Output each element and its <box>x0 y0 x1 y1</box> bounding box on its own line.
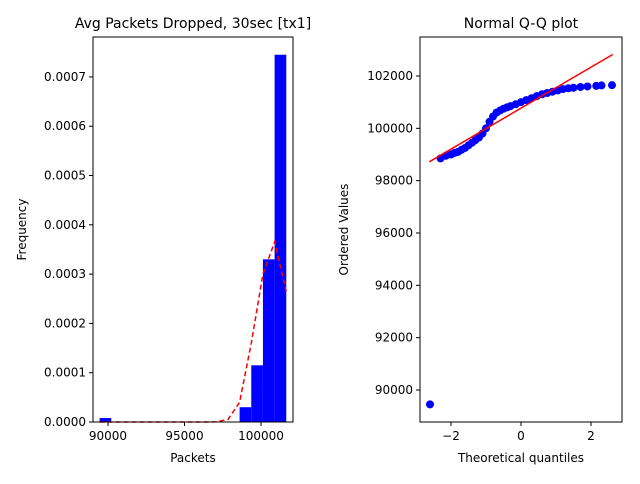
fit-line <box>428 53 614 163</box>
point <box>583 82 592 91</box>
y-tick-label: 0.0004 <box>44 218 86 232</box>
y-tick-label: 0.0003 <box>44 267 86 281</box>
x-tick-label: 95000 <box>165 429 203 443</box>
x-axis-label: Packets <box>170 451 216 465</box>
point <box>607 81 616 90</box>
y-tick-label: 90000 <box>375 383 413 397</box>
y-tick-label: 102000 <box>367 69 413 83</box>
point <box>569 83 578 92</box>
bar <box>251 365 263 422</box>
bar <box>99 418 112 422</box>
x-tick-label: 100000 <box>238 429 284 443</box>
axes-frame <box>92 36 294 423</box>
y-tick-label: 98000 <box>375 174 413 188</box>
y-tick-label: 0.0007 <box>44 70 86 84</box>
y-tick-label: 92000 <box>375 331 413 345</box>
chart-title: Avg Packets Dropped, 30sec [tx1] <box>75 16 311 32</box>
point <box>576 82 585 91</box>
axes-frame <box>419 36 623 423</box>
x-tick-label: −2 <box>442 429 460 443</box>
y-tick-label: 94000 <box>375 278 413 292</box>
x-tick-label: 90000 <box>89 429 127 443</box>
chart-title: Normal Q-Q plot <box>464 16 579 32</box>
bar <box>239 407 252 422</box>
x-tick-label: 0 <box>517 429 525 443</box>
x-axis-label: Theoretical quantiles <box>457 451 584 465</box>
y-tick-label: 0.0002 <box>44 316 86 330</box>
bar <box>274 54 287 422</box>
y-tick-label: 0.0001 <box>44 366 86 380</box>
bar <box>262 259 275 422</box>
y-tick-label: 0.0000 <box>44 415 86 429</box>
y-axis-label: Frequency <box>15 199 29 261</box>
y-tick-label: 96000 <box>375 226 413 240</box>
x-tick-label: 2 <box>587 429 595 443</box>
point <box>597 81 606 90</box>
y-tick-label: 100000 <box>367 121 413 135</box>
y-tick-label: 0.0005 <box>44 169 86 183</box>
fit-curve <box>99 239 287 423</box>
y-tick-label: 0.0006 <box>44 119 86 133</box>
point <box>426 400 435 409</box>
y-axis-label: Ordered Values <box>337 184 351 276</box>
